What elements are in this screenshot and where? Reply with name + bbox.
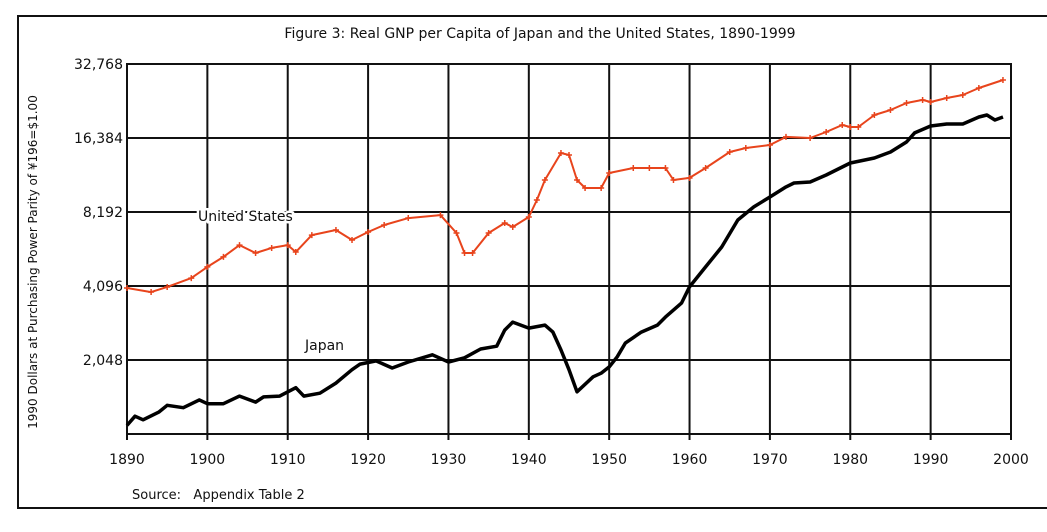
data-point-marker bbox=[630, 165, 637, 172]
x-tick-label: 1930 bbox=[431, 452, 467, 468]
data-point-marker bbox=[839, 121, 846, 128]
data-point-marker bbox=[742, 144, 749, 151]
data-point-marker bbox=[919, 96, 926, 103]
data-point-marker bbox=[124, 284, 130, 291]
source-note: Source: Appendix Table 2 bbox=[132, 488, 305, 503]
data-point-marker bbox=[670, 176, 677, 183]
data-point-marker bbox=[381, 222, 388, 229]
y-tick-label: 2,048 bbox=[83, 353, 123, 369]
data-point-marker bbox=[204, 263, 211, 270]
data-point-marker bbox=[541, 176, 548, 183]
data-point-marker bbox=[927, 99, 934, 106]
data-point-marker bbox=[702, 165, 709, 172]
figure-frame bbox=[17, 15, 1047, 509]
x-tick-label: 1920 bbox=[350, 452, 386, 468]
y-tick-label: 8,192 bbox=[83, 205, 123, 221]
x-tick-label: 1970 bbox=[752, 452, 788, 468]
x-tick-label: 1990 bbox=[913, 452, 949, 468]
data-point-marker bbox=[847, 123, 854, 130]
data-point-marker bbox=[405, 215, 412, 222]
series-label-united-states: United States bbox=[198, 209, 293, 225]
data-point-marker bbox=[999, 76, 1006, 83]
series-japan bbox=[125, 113, 1004, 427]
data-point-marker bbox=[855, 123, 862, 130]
x-tick-label: 1890 bbox=[109, 452, 145, 468]
x-tick-label: 1940 bbox=[511, 452, 547, 468]
data-point-marker bbox=[236, 242, 243, 249]
data-point-marker bbox=[148, 289, 155, 296]
data-point-marker bbox=[292, 249, 299, 256]
data-point-marker bbox=[268, 244, 275, 251]
data-point-marker bbox=[437, 212, 444, 219]
data-point-marker bbox=[469, 249, 476, 256]
x-tick-label: 1910 bbox=[270, 452, 306, 468]
data-point-marker bbox=[582, 184, 589, 191]
data-point-marker bbox=[686, 174, 693, 181]
data-point-marker bbox=[646, 165, 653, 172]
data-point-marker bbox=[509, 223, 516, 230]
data-point-marker bbox=[533, 196, 540, 203]
series-united-states bbox=[124, 76, 1006, 296]
data-point-marker bbox=[485, 229, 492, 236]
data-point-marker bbox=[461, 249, 468, 256]
data-point-marker bbox=[782, 133, 789, 140]
y-axis-label: 1990 Dollars at Purchasing Power Parity … bbox=[26, 95, 40, 429]
data-point-marker bbox=[887, 106, 894, 113]
data-point-marker bbox=[284, 242, 291, 249]
data-point-marker bbox=[871, 111, 878, 118]
data-point-marker bbox=[943, 94, 950, 101]
data-point-marker bbox=[959, 91, 966, 98]
data-point-marker bbox=[525, 213, 532, 220]
series-line bbox=[125, 113, 1004, 427]
x-tick-label: 1960 bbox=[672, 452, 708, 468]
data-point-marker bbox=[975, 84, 982, 91]
data-point-marker bbox=[332, 227, 339, 234]
data-point-marker bbox=[823, 129, 830, 136]
y-tick-label: 4,096 bbox=[83, 279, 123, 295]
data-point-marker bbox=[903, 100, 910, 107]
chart-title: Figure 3: Real GNP per Capita of Japan a… bbox=[284, 26, 795, 42]
data-point-marker bbox=[606, 170, 613, 177]
data-point-marker bbox=[453, 229, 460, 236]
x-tick-label: 1980 bbox=[832, 452, 868, 468]
plot-border bbox=[126, 63, 1012, 435]
y-tick-label: 16,384 bbox=[74, 131, 123, 147]
x-tick-label: 1900 bbox=[190, 452, 226, 468]
data-point-marker bbox=[726, 149, 733, 156]
data-point-marker bbox=[164, 283, 171, 290]
data-point-marker bbox=[188, 275, 195, 282]
series-label-japan: Japan bbox=[304, 338, 344, 354]
data-point-marker bbox=[501, 219, 508, 226]
data-point-marker bbox=[252, 249, 259, 256]
series-line bbox=[126, 79, 1004, 294]
y-tick-label: 32,768 bbox=[74, 57, 123, 73]
data-point-marker bbox=[365, 229, 372, 236]
data-point-marker bbox=[766, 142, 773, 149]
data-point-marker bbox=[566, 152, 572, 159]
data-point-marker bbox=[807, 135, 814, 142]
data-point-marker bbox=[574, 176, 581, 183]
x-tick-label: 2000 bbox=[993, 452, 1029, 468]
data-point-marker bbox=[557, 150, 564, 157]
data-point-marker bbox=[349, 237, 356, 244]
data-point-marker bbox=[220, 253, 227, 260]
data-point-marker bbox=[598, 184, 605, 191]
data-point-marker bbox=[308, 232, 315, 239]
x-tick-label: 1950 bbox=[591, 452, 627, 468]
data-point-marker bbox=[662, 165, 669, 172]
